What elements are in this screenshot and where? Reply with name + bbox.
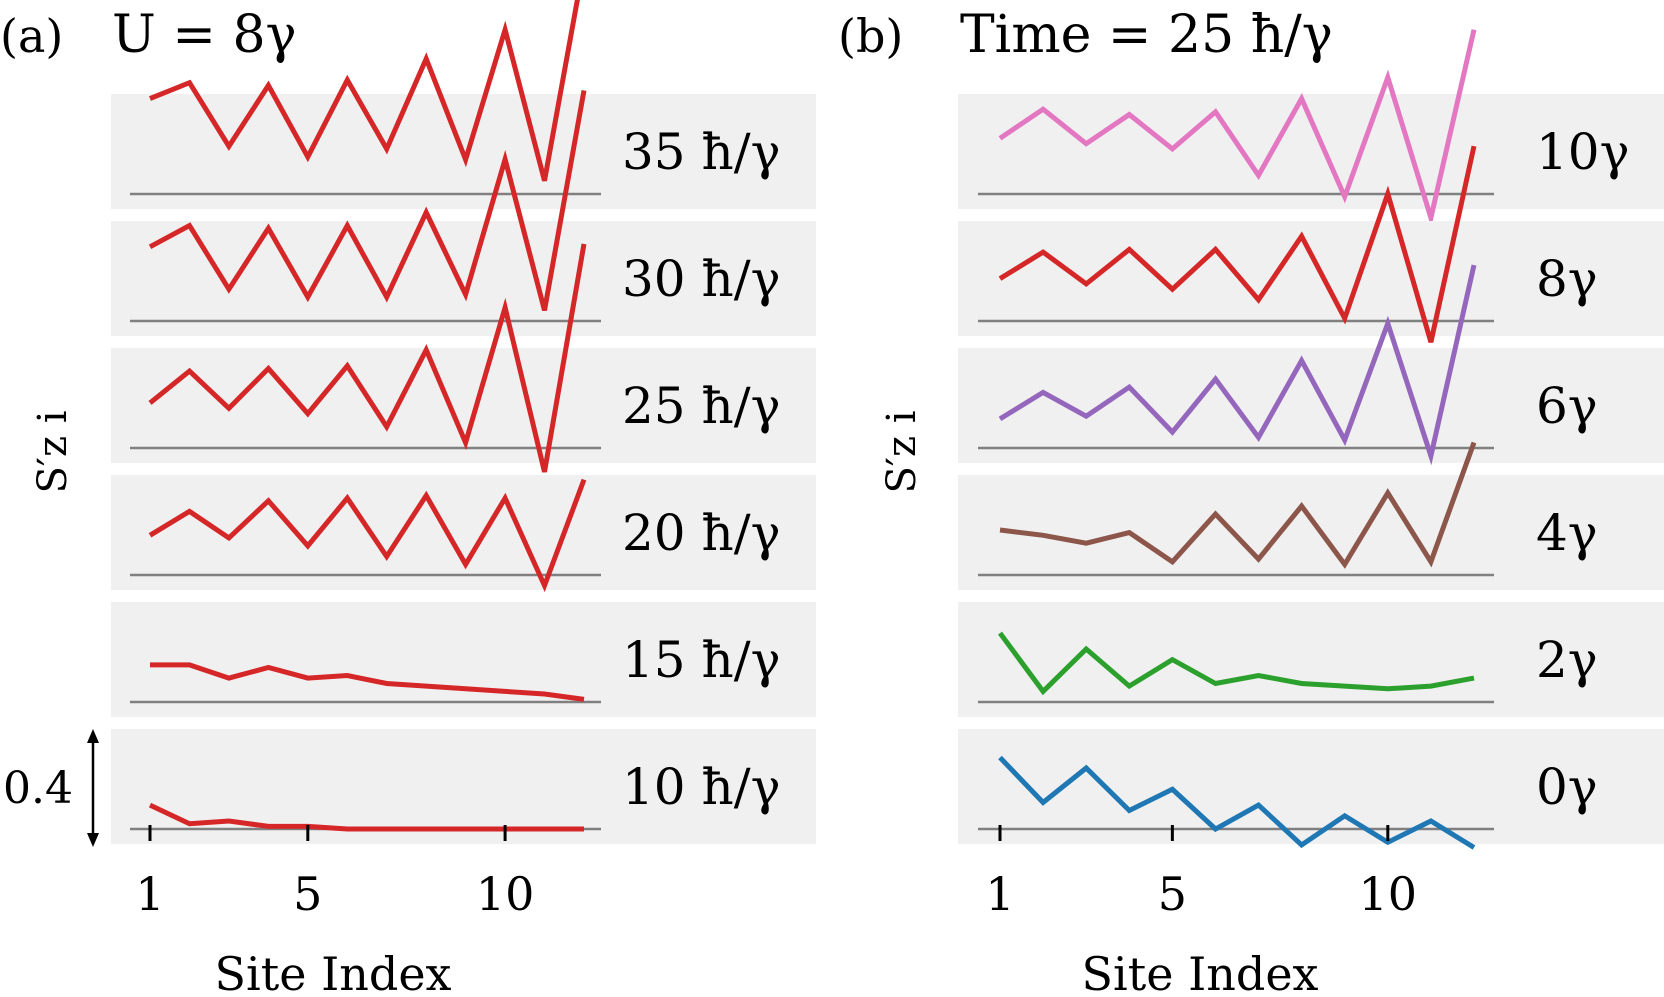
row-background bbox=[111, 729, 816, 844]
row-background bbox=[111, 602, 816, 717]
series-label: 0γ bbox=[1536, 758, 1598, 816]
series-line bbox=[998, 264, 1477, 466]
series-label: 20 ħ/γ bbox=[622, 504, 780, 562]
series-label: 35 ħ/γ bbox=[622, 123, 780, 181]
row-background bbox=[958, 475, 1664, 590]
series-line bbox=[150, 662, 585, 702]
series-line bbox=[998, 29, 1477, 228]
row-background bbox=[111, 221, 816, 336]
panel-b-plot: 10γ 8γ 6γ 4γ 2γ 0γ 1 5 10 bbox=[958, 29, 1664, 921]
series-label: 30 ħ/γ bbox=[622, 250, 780, 308]
panel-a-xlabel: Site Index bbox=[215, 947, 452, 997]
panel-a: (a) U = 8γ 35 ħ/γ 30 ħ/γ 25 ħ/γ 20 ħ/γ 15 ħ/… bbox=[0, 0, 816, 997]
x-tick-label: 5 bbox=[293, 867, 322, 921]
series-line bbox=[148, 243, 587, 473]
panel-a-label: (a) bbox=[0, 9, 63, 63]
series-line bbox=[998, 755, 1476, 850]
row-background bbox=[958, 348, 1664, 463]
panel-b-xlabel: Site Index bbox=[1082, 947, 1319, 997]
panel-b-ylabel: S′z i bbox=[879, 410, 925, 493]
panel-a-ylabel: S′z i bbox=[30, 410, 76, 493]
series-line bbox=[999, 441, 1477, 569]
series-label: 4γ bbox=[1536, 504, 1598, 562]
series-line bbox=[149, 0, 580, 182]
scale-bar: 0.4 bbox=[3, 729, 99, 847]
series-line bbox=[148, 89, 587, 312]
series-label: 10γ bbox=[1536, 123, 1630, 181]
x-tick-label: 10 bbox=[476, 867, 535, 921]
series-label: 15 ħ/γ bbox=[622, 631, 780, 689]
panel-b-label: (b) bbox=[838, 9, 903, 63]
series-label: 10 ħ/γ bbox=[622, 758, 780, 816]
scale-bar-label: 0.4 bbox=[3, 763, 73, 814]
row-background bbox=[111, 475, 816, 590]
series-label: 8γ bbox=[1536, 250, 1598, 308]
series-line bbox=[148, 478, 587, 593]
series-label: 6γ bbox=[1536, 377, 1598, 435]
scale-bar-arrow-down bbox=[87, 833, 99, 847]
series-line bbox=[148, 802, 584, 832]
series-label: 2γ bbox=[1536, 631, 1598, 689]
x-tick-label: 10 bbox=[1359, 867, 1418, 921]
x-tick-label: 1 bbox=[985, 867, 1014, 921]
row-background bbox=[958, 729, 1664, 844]
row-background bbox=[958, 94, 1664, 209]
scale-bar-arrow-up bbox=[87, 729, 99, 743]
x-tick-label: 5 bbox=[1158, 867, 1187, 921]
series-line bbox=[997, 631, 1475, 696]
x-tick-label: 1 bbox=[135, 867, 164, 921]
panel-b: (b) Time = 25 ħ/γ 10γ 8γ 6γ 4γ 2γ 0γ 1 5 10 Site… bbox=[838, 5, 1664, 997]
panel-b-title: Time = 25 ħ/γ bbox=[960, 5, 1333, 65]
series-line bbox=[998, 145, 1477, 343]
series-label: 25 ħ/γ bbox=[622, 377, 780, 435]
panel-a-title: U = 8γ bbox=[112, 5, 297, 65]
panel-a-plot: 35 ħ/γ 30 ħ/γ 25 ħ/γ 20 ħ/γ 15 ħ/γ 10 ħ/γ 1 5 10 bbox=[111, 0, 816, 921]
